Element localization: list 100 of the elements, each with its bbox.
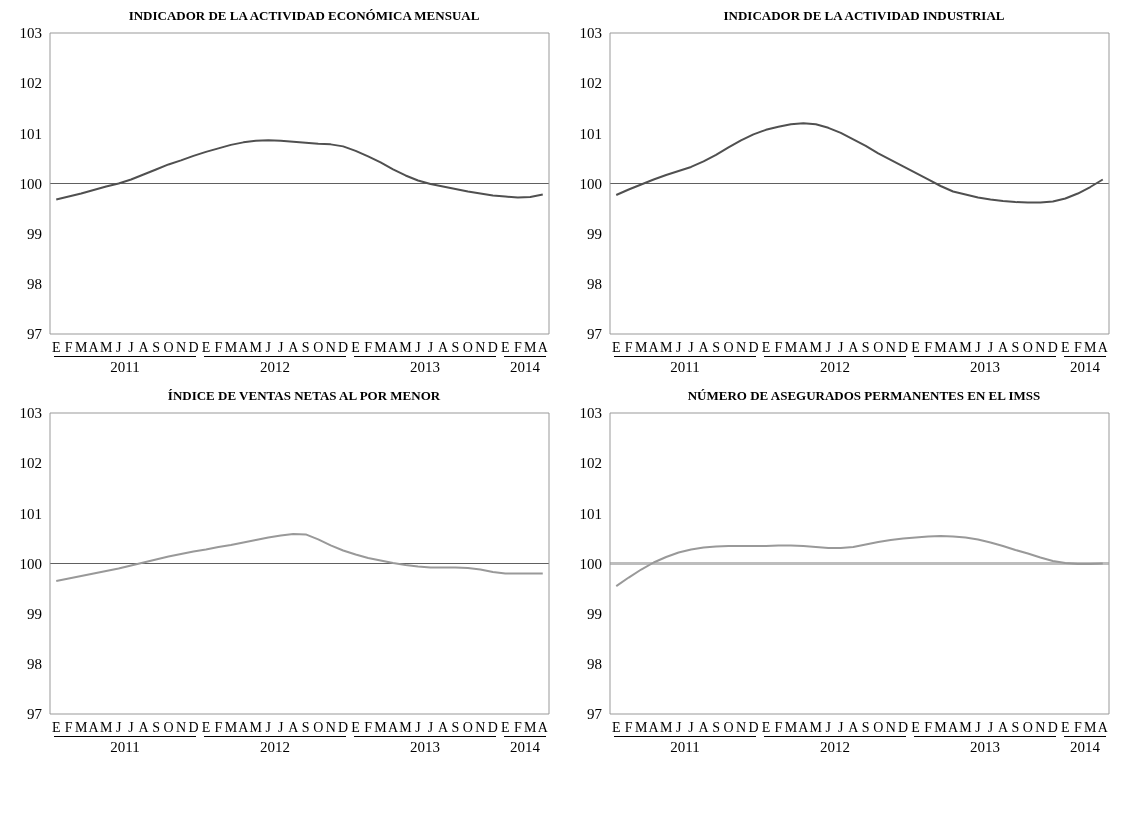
x-tick-label: J <box>838 719 845 735</box>
x-tick-label: S <box>861 719 870 735</box>
y-tick-label: 102 <box>579 75 602 92</box>
x-tick-label: S <box>152 719 160 735</box>
x-tick-label: A <box>537 719 549 735</box>
y-tick-label: 102 <box>579 455 602 472</box>
x-tick-label: S <box>861 339 870 355</box>
x-tick-label: J <box>987 719 994 735</box>
x-tick-label: M <box>1084 719 1098 735</box>
x-tick-label: N <box>885 339 896 355</box>
x-tick-label: A <box>88 339 100 355</box>
line-series <box>615 122 1104 204</box>
x-tick-label: J <box>825 719 832 735</box>
x-tick-label: D <box>338 339 349 355</box>
x-tick-label: A <box>388 719 399 735</box>
x-tick-label: F <box>924 719 933 735</box>
y-tick-label: 101 <box>19 505 42 522</box>
x-tick-label: J <box>688 719 695 735</box>
x-tick-label: E <box>611 339 621 355</box>
y-tick-label: 97 <box>27 706 43 723</box>
x-tick-label: A <box>238 719 250 735</box>
x-tick-label: S <box>451 719 460 735</box>
x-tick-label: E <box>201 339 211 355</box>
x-tick-label: D <box>748 719 759 735</box>
y-tick-label: 103 <box>19 25 42 42</box>
x-tick-label: F <box>1073 719 1082 735</box>
x-tick-label: O <box>1022 339 1033 355</box>
x-tick-label: A <box>698 719 710 735</box>
x-tick-label: D <box>188 339 199 355</box>
x-tick-label: D <box>487 339 498 355</box>
y-tick-label: 100 <box>19 555 42 572</box>
y-tick-label: 97 <box>587 706 603 723</box>
y-tick-label: 103 <box>19 405 42 422</box>
x-tick-label: M <box>659 719 673 735</box>
x-tick-label: M <box>959 339 973 355</box>
x-tick-label: D <box>338 719 349 735</box>
x-tick-label: A <box>537 339 549 355</box>
x-tick-label: M <box>399 339 413 355</box>
y-tick-label: 101 <box>19 125 42 142</box>
x-tick-label: N <box>325 339 336 355</box>
text: 2013 <box>914 356 1056 376</box>
x-tick-label: J <box>427 719 434 735</box>
x-tick-label: F <box>64 339 73 355</box>
x-tick-label: E <box>911 719 920 735</box>
x-tick-label: J <box>838 339 845 355</box>
x-tick-label: O <box>313 719 324 735</box>
text: 2014 <box>504 356 546 376</box>
x-tick-label: E <box>761 339 771 355</box>
x-tick-label: O <box>313 339 324 355</box>
text: 2013 <box>354 736 496 756</box>
x-tick-label: D <box>898 339 909 355</box>
x-tick-label: M <box>374 339 388 355</box>
x-tick-label: F <box>513 339 522 355</box>
x-tick-label: M <box>374 719 388 735</box>
x-tick-label: J <box>825 339 832 355</box>
x-tick-label: N <box>475 719 486 735</box>
y-tick-label: 98 <box>27 656 42 673</box>
x-tick-label: A <box>848 719 860 735</box>
x-tick-label: O <box>723 719 734 735</box>
x-tick-label: J <box>265 339 272 355</box>
text: 2014 <box>504 736 546 756</box>
y-tick-label: 103 <box>579 25 602 42</box>
x-tick-label: M <box>224 339 238 355</box>
y-tick-label: 99 <box>27 605 42 622</box>
x-tick-label: O <box>163 719 174 735</box>
x-tick-label: J <box>115 339 122 355</box>
x-tick-label: N <box>735 339 747 355</box>
x-tick-label: A <box>1097 719 1109 735</box>
text: 2012 <box>764 736 906 756</box>
x-tick-label: M <box>249 339 263 355</box>
x-tick-label: E <box>201 719 211 735</box>
x-tick-label: A <box>437 339 449 355</box>
x-tick-label: A <box>238 339 250 355</box>
x-tick-label: O <box>723 339 734 355</box>
line-series <box>55 532 544 583</box>
x-tick-label: M <box>784 339 798 355</box>
text: 2014 <box>1064 736 1106 756</box>
text: 2011 <box>54 356 196 376</box>
x-tick-label: E <box>501 339 510 355</box>
y-tick-label: 102 <box>19 75 42 92</box>
x-tick-label: A <box>138 339 150 355</box>
y-tick-label: 99 <box>27 225 42 242</box>
x-tick-label: F <box>214 339 223 355</box>
x-tick-label: J <box>415 339 422 355</box>
x-tick-label: S <box>712 339 720 355</box>
x-tick-label: F <box>774 339 783 355</box>
x-tick-label: A <box>948 339 959 355</box>
x-tick-label: O <box>462 719 473 735</box>
x-tick-label: F <box>1073 339 1082 355</box>
x-tick-label: M <box>99 719 113 735</box>
x-tick-label: J <box>415 719 422 735</box>
x-tick-label: F <box>624 339 633 355</box>
x-tick-label: A <box>648 339 660 355</box>
chart-title: ÍNDICE DE VENTAS NETAS AL POR MENOR <box>166 388 442 405</box>
x-tick-label: J <box>128 339 135 355</box>
x-tick-label: A <box>288 339 300 355</box>
line-series <box>55 139 544 201</box>
x-tick-label: J <box>675 339 682 355</box>
x-tick-label: M <box>224 719 238 735</box>
x-tick-label: E <box>351 339 360 355</box>
